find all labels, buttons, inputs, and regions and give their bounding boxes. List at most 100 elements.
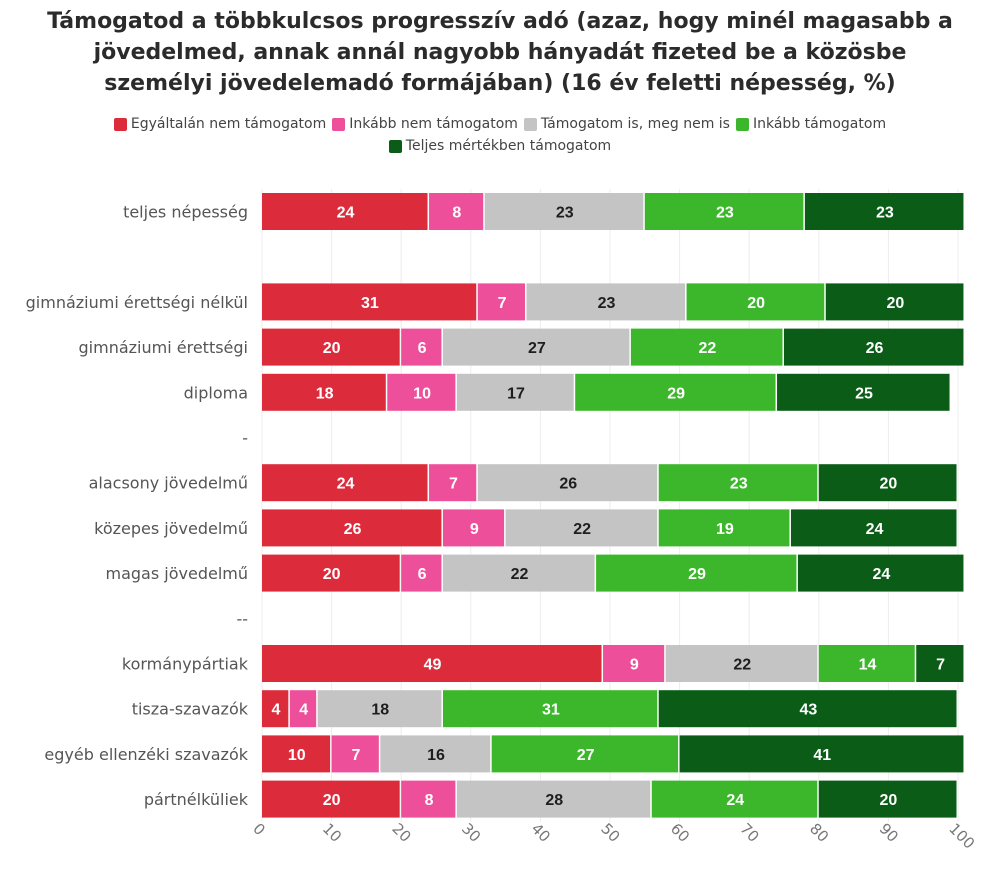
bar-segment bbox=[916, 645, 964, 682]
chart-title: Támogatod a többkulcsos progresszív adó … bbox=[47, 9, 953, 96]
x-tick-label: 70 bbox=[736, 820, 762, 846]
category-label: kormánypártiak bbox=[122, 655, 249, 674]
data-label: 31 bbox=[361, 295, 379, 312]
bar-segment bbox=[456, 373, 574, 411]
bar-segment bbox=[665, 645, 818, 682]
data-label: 7 bbox=[936, 657, 945, 674]
bar-segment bbox=[658, 464, 818, 502]
data-label: 26 bbox=[344, 521, 362, 538]
data-label: 20 bbox=[323, 566, 341, 583]
bar-segment bbox=[262, 464, 428, 502]
legend-label: Támogatom is, meg nem is bbox=[540, 116, 730, 132]
bar-segment bbox=[526, 283, 686, 321]
bar-segment bbox=[797, 554, 964, 592]
x-tick-label: 30 bbox=[458, 820, 484, 846]
data-label: 6 bbox=[418, 566, 427, 583]
legend-swatch bbox=[523, 117, 537, 131]
data-label: 49 bbox=[424, 657, 442, 674]
data-label: 9 bbox=[630, 657, 639, 674]
bar-segment bbox=[658, 690, 957, 728]
legend-swatch bbox=[113, 117, 127, 131]
data-label: 24 bbox=[873, 566, 891, 583]
x-tick-label: 100 bbox=[945, 820, 978, 853]
data-label: 9 bbox=[470, 521, 479, 538]
data-label: 20 bbox=[323, 792, 341, 809]
bar-segment bbox=[262, 554, 400, 592]
legend-label: Teljes mértékben támogatom bbox=[405, 138, 612, 154]
legend-swatch bbox=[735, 117, 749, 131]
bar-segment bbox=[630, 328, 783, 366]
bar-segment bbox=[603, 645, 665, 682]
bar-segment bbox=[456, 780, 651, 818]
bar-segment bbox=[491, 735, 679, 773]
x-tick-label: 50 bbox=[597, 820, 623, 846]
bar-segment bbox=[429, 464, 477, 502]
bar-segment bbox=[651, 780, 818, 818]
data-label: 26 bbox=[559, 476, 577, 493]
bar-segment bbox=[477, 464, 658, 502]
x-tick-label: 10 bbox=[319, 820, 345, 846]
bar-segment bbox=[484, 193, 644, 230]
bar-segment bbox=[401, 780, 456, 818]
bar-segment bbox=[262, 780, 400, 818]
legend-item: Teljes mértékben támogatom bbox=[388, 138, 612, 154]
category-label: magas jövedelmű bbox=[106, 564, 249, 583]
bar-segment bbox=[686, 283, 825, 321]
x-tick-label: 20 bbox=[388, 820, 414, 846]
bar-segment bbox=[596, 554, 797, 592]
category-label: pártnélküliek bbox=[144, 790, 249, 809]
legend-swatch bbox=[388, 139, 402, 153]
category-label: közepes jövedelmű bbox=[94, 519, 248, 538]
x-tick-label: 40 bbox=[528, 820, 554, 846]
data-label: 10 bbox=[288, 747, 306, 764]
data-label: 28 bbox=[545, 792, 563, 809]
bar-segment bbox=[401, 554, 442, 592]
x-tick-label: 80 bbox=[806, 820, 832, 846]
data-label: 25 bbox=[855, 385, 873, 402]
data-label: 22 bbox=[733, 657, 751, 674]
data-label: 24 bbox=[337, 476, 355, 493]
bar-segment bbox=[331, 735, 379, 773]
bar-segment bbox=[790, 509, 957, 547]
bar-segment bbox=[429, 193, 484, 230]
data-label: 4 bbox=[271, 702, 280, 719]
category-label: -- bbox=[236, 609, 248, 628]
data-label: 16 bbox=[427, 747, 445, 764]
bar-segment bbox=[505, 509, 658, 547]
bar-segment bbox=[262, 193, 428, 230]
data-label: 17 bbox=[507, 385, 525, 402]
category-label: gimnáziumi érettségi bbox=[79, 338, 248, 357]
bar-segment bbox=[262, 645, 602, 682]
bar-segment bbox=[679, 735, 964, 773]
x-tick-label: 60 bbox=[667, 820, 693, 846]
bar-segment bbox=[818, 464, 957, 502]
data-label: 4 bbox=[299, 702, 308, 719]
bar-segment bbox=[658, 509, 790, 547]
data-label: 31 bbox=[542, 702, 560, 719]
data-label: 7 bbox=[352, 747, 361, 764]
data-label: 23 bbox=[598, 295, 616, 312]
data-label: 27 bbox=[577, 747, 595, 764]
bar-segment bbox=[442, 509, 505, 547]
category-label: teljes népesség bbox=[123, 203, 248, 222]
bar-segment bbox=[825, 283, 964, 321]
bar-segment bbox=[442, 554, 595, 592]
bar-segment bbox=[317, 690, 442, 728]
category-label: tisza-szavazók bbox=[132, 700, 249, 719]
data-label: 22 bbox=[573, 521, 591, 538]
data-label: 23 bbox=[730, 476, 748, 493]
data-label: 24 bbox=[726, 792, 744, 809]
data-label: 7 bbox=[449, 476, 458, 493]
bar-segment bbox=[401, 328, 442, 366]
bar-segment bbox=[784, 328, 964, 366]
data-label: 18 bbox=[316, 385, 334, 402]
data-label: 20 bbox=[747, 295, 765, 312]
data-label: 27 bbox=[528, 340, 546, 357]
bar-segment bbox=[818, 780, 957, 818]
data-label: 29 bbox=[688, 566, 706, 583]
category-label: - bbox=[242, 429, 248, 448]
legend-item: Egyáltalán nem támogatom bbox=[113, 116, 326, 132]
data-label: 20 bbox=[886, 295, 904, 312]
bar-segment bbox=[380, 735, 491, 773]
